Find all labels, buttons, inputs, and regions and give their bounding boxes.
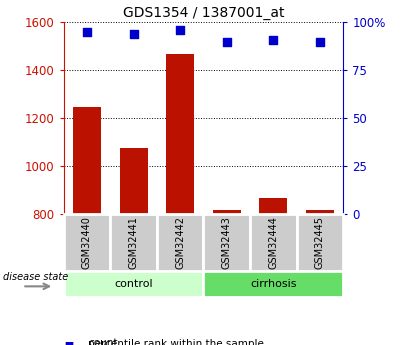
Text: GSM32442: GSM32442 (175, 216, 185, 269)
Point (270, 37, 277, 42)
Text: disease state: disease state (3, 272, 69, 282)
Bar (157, 214, 203, 271)
Text: percentile rank within the sample: percentile rank within the sample (88, 339, 264, 345)
Bar (250, 214, 297, 271)
Bar (64, 271, 203, 297)
Text: GSM32443: GSM32443 (222, 216, 232, 269)
Title: GDS1354 / 1387001_at: GDS1354 / 1387001_at (123, 6, 284, 20)
Bar (64, 214, 110, 271)
Bar (110, 214, 157, 271)
Bar (73, 107, 101, 214)
Text: count: count (88, 337, 118, 345)
Text: GSM32440: GSM32440 (82, 216, 92, 269)
Point (316, 39, 323, 44)
Text: GSM32445: GSM32445 (315, 216, 325, 269)
Bar (120, 148, 148, 214)
Bar (166, 53, 194, 214)
Text: GSM32441: GSM32441 (129, 216, 139, 269)
Point (130, 31, 137, 37)
Bar (259, 198, 287, 214)
Bar (203, 271, 343, 297)
Bar (213, 210, 241, 214)
Text: GSM32444: GSM32444 (268, 216, 278, 269)
Text: control: control (114, 279, 153, 289)
Text: cirrhosis: cirrhosis (250, 279, 297, 289)
Point (84, 29, 90, 35)
Bar (297, 214, 343, 271)
Bar (306, 210, 334, 214)
Point (224, 39, 230, 44)
Point (177, 27, 183, 33)
Bar (203, 214, 250, 271)
